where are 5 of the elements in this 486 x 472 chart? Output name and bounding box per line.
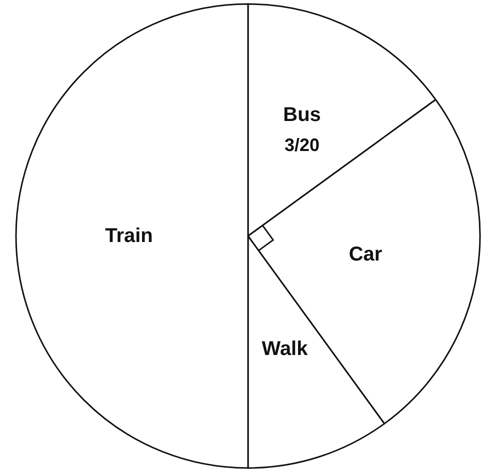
slice-label: Train xyxy=(105,225,153,247)
slice-label: Car xyxy=(348,244,382,266)
slice-label: Bus xyxy=(283,104,321,126)
text: 3/20 xyxy=(284,134,320,155)
slice-label: Walk xyxy=(262,338,309,360)
